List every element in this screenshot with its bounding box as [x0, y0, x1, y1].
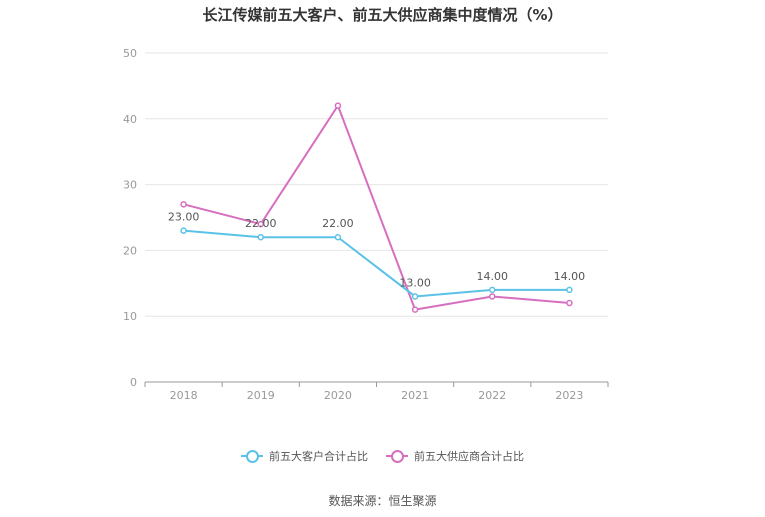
- series-0-point-2021: [411, 293, 419, 300]
- series-1-point-2023: [566, 299, 573, 307]
- x-tick-label-2019: 2019: [247, 389, 275, 402]
- grid-layer: [145, 52, 608, 317]
- y-tick-label-10: 10: [123, 310, 137, 323]
- legend-swatch-suppliers: [386, 449, 408, 463]
- series-line-1: [183, 104, 570, 311]
- x-tick-label-2022: 2022: [478, 389, 506, 402]
- x-tick-label-2018: 2018: [170, 389, 198, 402]
- data-label-0-2020: 22.00: [322, 217, 354, 230]
- y-tick-label-40: 40: [123, 113, 137, 126]
- x-tick-label-2023: 2023: [555, 389, 583, 402]
- series-0-point-2023: [566, 286, 573, 294]
- legend-label-suppliers: 前五大供应商合计占比: [414, 450, 524, 463]
- series-0-point-2019: [257, 233, 264, 241]
- series-0-point-2022: [489, 286, 496, 294]
- line-chart: 0 10 20 30 40 50 2018 2019 2020 2021 2022 2023 23.0…: [123, 47, 609, 402]
- series-0-point-2020: [334, 233, 342, 241]
- legend-marker-suppliers: [391, 450, 404, 463]
- y-tick-label-50: 50: [123, 47, 137, 60]
- data-label-0-2021: 13.00: [399, 276, 431, 289]
- y-tick-label-0: 0: [130, 376, 137, 389]
- series-1-point-2022: [489, 293, 496, 300]
- data-label-0-2018: 23.00: [168, 211, 200, 224]
- legend: 前五大客户合计占比 前五大供应商合计占比: [0, 448, 765, 464]
- y-tick-label-30: 30: [123, 179, 137, 192]
- series-0-point-2018: [180, 227, 187, 234]
- label-layer: 23.00 22.00 22.00 13.00 14.00 14.00: [168, 211, 585, 290]
- chart-title: 长江传媒前五大客户、前五大供应商集中度情况（%）: [202, 6, 563, 24]
- x-tick-label-2021: 2021: [401, 389, 429, 402]
- x-tick-label-2020: 2020: [324, 389, 352, 402]
- series-1-point-2019: [257, 220, 264, 228]
- legend-marker-customers: [246, 450, 259, 463]
- series-1-point-2020: [334, 102, 342, 109]
- data-label-0-2019: 22.00: [245, 217, 277, 230]
- legend-label-customers: 前五大客户合计占比: [269, 450, 368, 463]
- y-tick-label-20: 20: [123, 244, 137, 257]
- legend-item-suppliers[interactable]: 前五大供应商合计占比: [386, 448, 524, 464]
- series-layer: [180, 102, 573, 313]
- axis-layer: 0 10 20 30 40 50 2018 2019 2020 2021 2022 2023: [123, 47, 609, 402]
- data-label-0-2022: 14.00: [477, 270, 509, 283]
- legend-swatch-customers: [241, 449, 263, 463]
- data-label-0-2023: 14.00: [554, 270, 586, 283]
- series-line-0: [183, 229, 570, 298]
- series-1-point-2021: [411, 306, 419, 313]
- data-source: 数据来源：恒生聚源: [328, 494, 437, 508]
- legend-item-customers[interactable]: 前五大客户合计占比: [241, 448, 368, 464]
- series-1-point-2018: [180, 201, 187, 208]
